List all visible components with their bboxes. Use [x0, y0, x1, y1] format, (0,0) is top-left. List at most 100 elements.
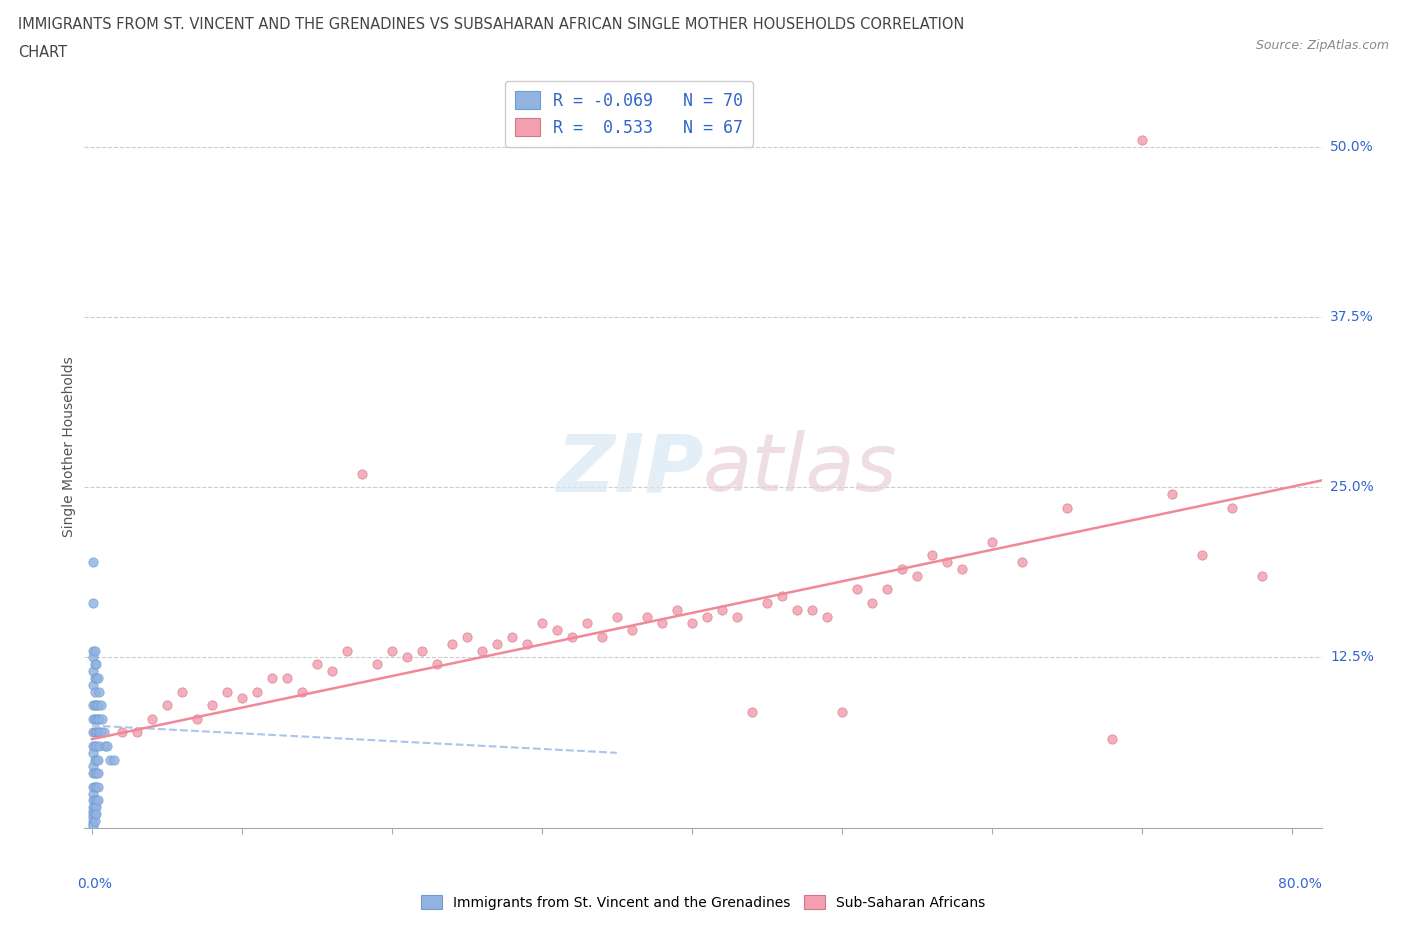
Point [246, 684, 269, 699]
Point [83, 657, 105, 671]
Point [815, 609, 838, 624]
Point [82, 806, 104, 821]
Text: 50.0%: 50.0% [1330, 140, 1374, 153]
Point [1220, 500, 1243, 515]
Point [83, 698, 105, 712]
Point [86, 752, 108, 767]
Point [82, 725, 104, 740]
Point [94, 738, 117, 753]
Point [89, 684, 111, 699]
Point [501, 630, 523, 644]
Point [82, 677, 104, 692]
Point [82, 809, 104, 824]
Point [546, 623, 568, 638]
Point [83, 671, 105, 685]
Point [82, 738, 104, 753]
Point [1191, 548, 1213, 563]
Point [321, 664, 343, 679]
Point [82, 554, 104, 569]
Point [381, 644, 404, 658]
Point [215, 684, 238, 699]
Point [1160, 486, 1182, 501]
Point [86, 793, 108, 808]
Point [93, 725, 115, 740]
Point [82, 759, 104, 774]
Point [411, 644, 433, 658]
Point [87, 711, 110, 726]
Point [755, 595, 778, 610]
Point [291, 684, 314, 699]
Point [87, 725, 110, 740]
Point [890, 562, 912, 577]
Point [440, 636, 463, 651]
Point [103, 752, 125, 767]
Point [82, 814, 104, 829]
Point [260, 671, 283, 685]
Point [725, 609, 748, 624]
Text: CHART: CHART [18, 45, 67, 60]
Point [651, 616, 673, 631]
Point [86, 779, 108, 794]
Point [83, 800, 105, 815]
Point [83, 779, 105, 794]
Point [82, 711, 104, 726]
Point [471, 644, 494, 658]
Point [111, 725, 134, 740]
Point [83, 711, 105, 726]
Point [82, 745, 104, 760]
Point [83, 806, 105, 821]
Point [82, 800, 104, 815]
Point [336, 644, 359, 658]
Point [606, 609, 628, 624]
Point [82, 698, 104, 712]
Point [86, 765, 108, 780]
Point [1130, 133, 1153, 148]
Point [98, 752, 121, 767]
Point [82, 650, 104, 665]
Point [770, 589, 793, 604]
Point [231, 691, 253, 706]
Point [980, 534, 1002, 549]
Point [86, 806, 108, 821]
Point [82, 793, 104, 808]
Point [395, 650, 418, 665]
Point [82, 664, 104, 679]
Point [89, 738, 111, 753]
Text: ZIP: ZIP [555, 431, 703, 509]
Point [620, 623, 643, 638]
Point [86, 725, 108, 740]
Point [83, 752, 105, 767]
Point [1250, 568, 1272, 583]
Point [82, 595, 104, 610]
Text: Source: ZipAtlas.com: Source: ZipAtlas.com [1256, 39, 1389, 52]
Point [710, 603, 733, 618]
Point [141, 711, 163, 726]
Point [591, 630, 613, 644]
Point [82, 817, 104, 831]
Point [87, 671, 110, 685]
Point [681, 616, 703, 631]
Point [170, 684, 193, 699]
Point [86, 698, 108, 712]
Point [426, 657, 449, 671]
Legend: Immigrants from St. Vincent and the Grenadines, Sub-Saharan Africans: Immigrants from St. Vincent and the Gren… [415, 890, 991, 916]
Point [530, 616, 553, 631]
Point [90, 698, 112, 712]
Point [741, 705, 763, 720]
Point [87, 779, 110, 794]
Point [905, 568, 928, 583]
Text: 37.5%: 37.5% [1330, 310, 1374, 324]
Point [82, 819, 104, 834]
Text: 80.0%: 80.0% [1278, 877, 1322, 891]
Point [86, 738, 108, 753]
Point [83, 765, 105, 780]
Point [1101, 732, 1123, 747]
Point [83, 814, 105, 829]
Point [96, 738, 118, 753]
Point [921, 548, 943, 563]
Point [876, 582, 898, 597]
Point [82, 786, 104, 801]
Point [89, 711, 111, 726]
Point [950, 562, 973, 577]
Point [276, 671, 298, 685]
